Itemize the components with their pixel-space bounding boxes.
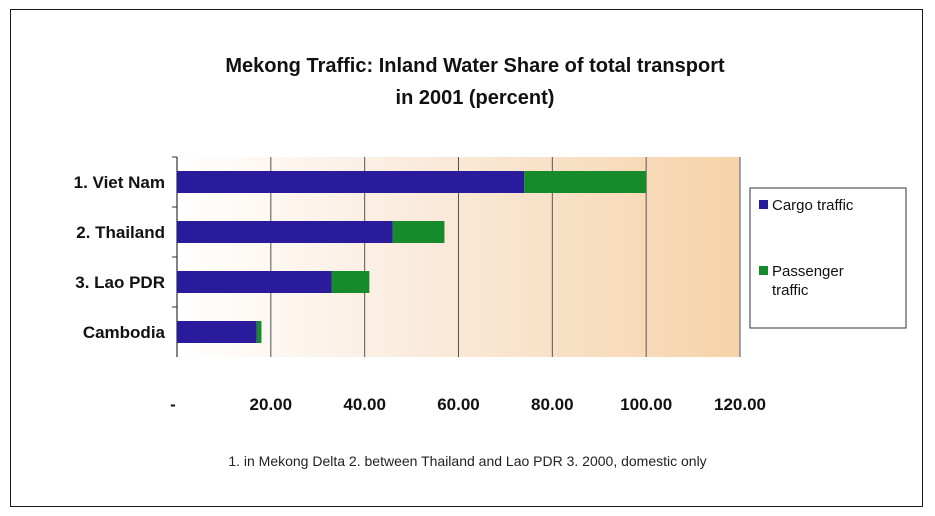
x-tick-label: 120.00 [714,395,766,414]
category-label: 3. Lao PDR [75,273,165,292]
category-label: 1. Viet Nam [74,173,165,192]
x-tick-label: - [170,395,176,414]
legend-swatch [759,200,768,209]
chart-title-line1: Mekong Traffic: Inland Water Share of to… [225,55,725,77]
x-tick-label: 20.00 [250,395,293,414]
legend-box [749,187,907,329]
bar-passenger [256,321,262,343]
bars [177,171,647,343]
category-label: Cambodia [83,323,166,342]
bar-passenger [524,171,647,193]
legend-swatch [759,266,768,275]
bar-cargo [177,321,257,343]
x-tick-labels: - 20.00 40.00 60.00 80.00 100.00 120.00 [170,395,766,414]
legend-label: traffic [772,282,809,299]
bar-passenger [392,221,445,243]
category-labels: 1. Viet Nam 2. Thailand 3. Lao PDR Cambodia [74,156,177,342]
bar-cargo [177,271,332,293]
category-label: 2. Thailand [76,223,165,242]
bar-cargo [177,171,525,193]
x-tick-label: 40.00 [343,395,386,414]
bar-cargo [177,221,393,243]
legend-label: Cargo traffic [772,197,854,214]
footnote: 1. in Mekong Delta 2. between Thailand a… [228,453,707,469]
chart-title-line2: in 2001 (percent) [396,87,555,109]
bar-passenger [331,271,370,293]
x-tick-label: 80.00 [531,395,574,414]
x-tick-label: 100.00 [620,395,672,414]
legend-label: Passenger [772,263,844,280]
x-tick-label: 60.00 [437,395,480,414]
legend: Cargo traffic Passenger traffic [749,187,907,329]
